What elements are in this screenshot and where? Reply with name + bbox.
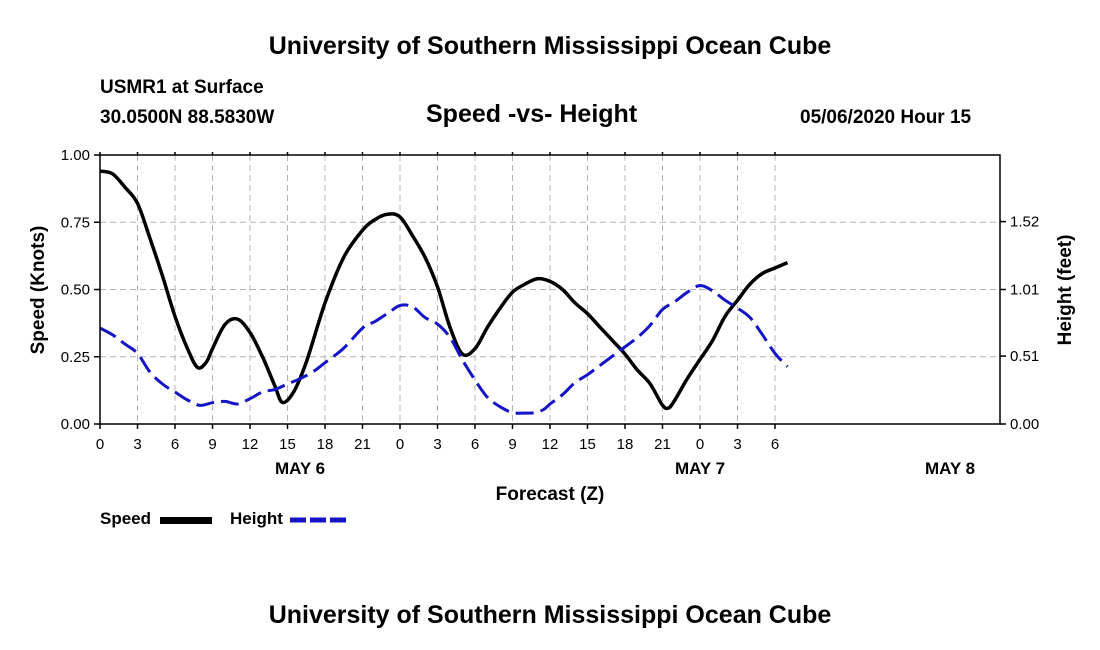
chart-grid xyxy=(100,155,1000,424)
y-left-tick-label: 0.00 xyxy=(61,416,90,433)
y-right-tick-label: 0.00 xyxy=(1010,416,1039,433)
x-tick-label: 6 xyxy=(171,436,179,453)
chart-title: Speed -vs- Height xyxy=(426,100,638,128)
legend-height-swatch xyxy=(290,517,346,523)
y-right-tick-label: 1.52 xyxy=(1010,214,1039,231)
y-axis-label-right: Height (feet) xyxy=(1055,235,1076,346)
legend-speed-swatch xyxy=(160,517,212,524)
legend-height-label: Height xyxy=(230,509,283,528)
x-tick-label: 21 xyxy=(354,436,371,453)
y-axis-label-left: Speed (Knots) xyxy=(28,226,49,355)
x-tick-label: 18 xyxy=(617,436,634,453)
legend-speed-label: Speed xyxy=(100,509,152,528)
x-tick-label: 0 xyxy=(396,436,404,453)
x-tick-label: 0 xyxy=(696,436,704,453)
x-tick-label: 9 xyxy=(208,436,216,453)
y-left-tick-label: 0.50 xyxy=(61,282,90,299)
x-tick-label: 9 xyxy=(508,436,516,453)
date-label: MAY 6 xyxy=(275,459,325,478)
y-left-tick-label: 1.00 xyxy=(61,147,90,164)
x-tick-label: 21 xyxy=(654,436,671,453)
y-right-tick-label: 0.51 xyxy=(1010,348,1039,365)
series-layer xyxy=(99,169,789,415)
x-tick-label: 6 xyxy=(471,436,479,453)
y-left-tick-label: 0.25 xyxy=(61,349,90,366)
x-tick-label: 18 xyxy=(317,436,334,453)
chart-axes: 0 3 6 9 12 15 18 21 0 3 6 9 12 15 18 21 0 3 6 MAY 6 MAY 7 MAY… xyxy=(61,147,1039,478)
x-tick-label: 3 xyxy=(733,436,741,453)
x-tick-label: 12 xyxy=(242,436,259,453)
x-tick-label: 0 xyxy=(96,436,104,453)
x-tick-label: 3 xyxy=(433,436,441,453)
forecast-datetime: 05/06/2020 Hour 15 xyxy=(800,107,972,128)
y-right-tick-label: 1.01 xyxy=(1010,282,1039,299)
date-label: MAY 8 xyxy=(925,459,975,478)
x-tick-label: 12 xyxy=(542,436,559,453)
speed-series-line xyxy=(99,169,789,411)
top-title: University of Southern Mississippi Ocean… xyxy=(268,32,832,60)
station-name: USMR1 at Surface xyxy=(100,77,264,98)
bottom-title: University of Southern Mississippi Ocean… xyxy=(268,601,832,629)
x-tick-label: 6 xyxy=(771,436,779,453)
y-left-tick-label: 0.75 xyxy=(61,214,90,231)
x-axis-label: Forecast (Z) xyxy=(496,484,605,505)
x-tick-label: 15 xyxy=(279,436,296,453)
date-label: MAY 7 xyxy=(675,459,725,478)
x-tick-label: 3 xyxy=(133,436,141,453)
station-coords: 30.0500N 88.5830W xyxy=(100,107,275,128)
height-series-line xyxy=(99,284,789,415)
x-tick-label: 15 xyxy=(579,436,596,453)
